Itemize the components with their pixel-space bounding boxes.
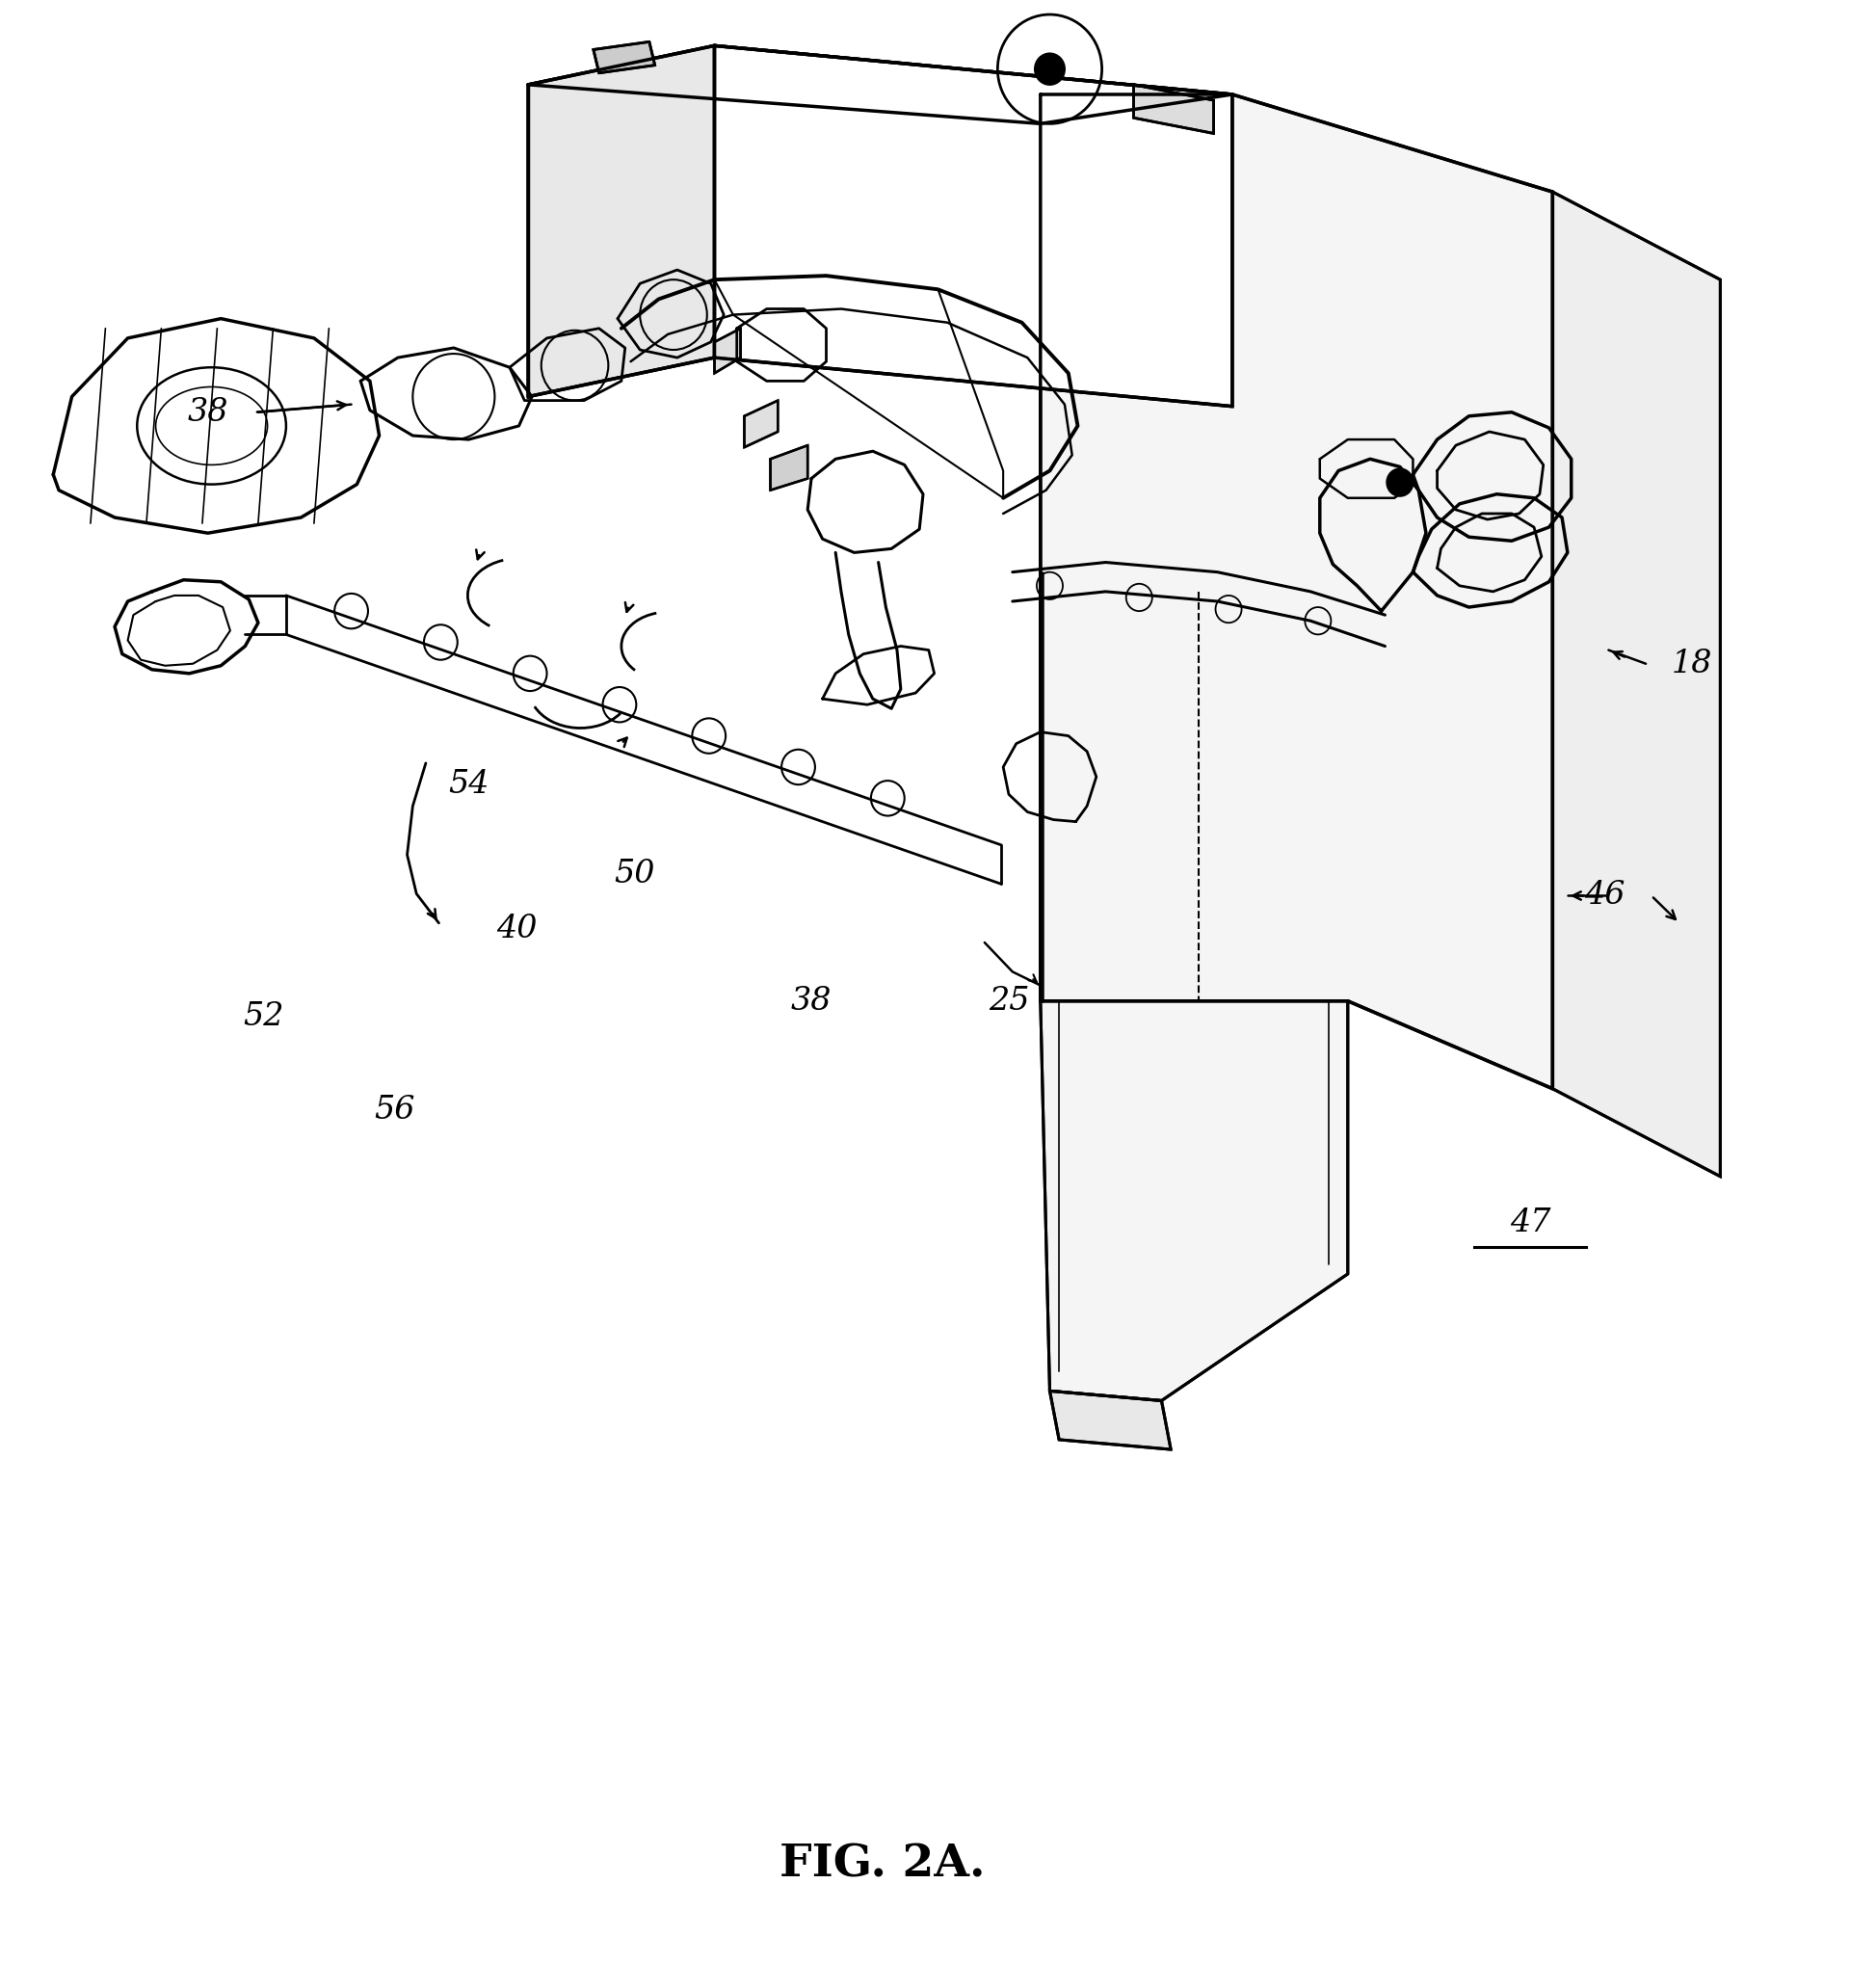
Polygon shape	[1133, 84, 1214, 133]
Polygon shape	[593, 41, 655, 73]
Text: 25: 25	[989, 985, 1030, 1017]
Text: 18: 18	[1672, 648, 1713, 679]
Text: 38: 38	[188, 397, 229, 428]
Circle shape	[1036, 53, 1066, 84]
Polygon shape	[715, 45, 1233, 406]
Text: 56: 56	[373, 1095, 415, 1125]
Polygon shape	[529, 45, 715, 397]
Text: 52: 52	[244, 1001, 283, 1033]
Polygon shape	[1051, 1392, 1171, 1449]
Text: 50: 50	[613, 860, 655, 889]
Text: 46: 46	[1585, 879, 1625, 911]
Polygon shape	[771, 446, 807, 491]
Polygon shape	[1553, 192, 1720, 1176]
Text: FIG. 2A.: FIG. 2A.	[779, 1843, 985, 1886]
Circle shape	[1386, 469, 1413, 497]
Text: 40: 40	[497, 913, 538, 944]
Polygon shape	[745, 400, 779, 448]
Polygon shape	[529, 45, 1233, 124]
Polygon shape	[715, 328, 741, 373]
Polygon shape	[1041, 94, 1553, 1089]
Polygon shape	[1041, 1001, 1347, 1402]
Text: 38: 38	[792, 985, 831, 1017]
Text: 54: 54	[448, 769, 490, 801]
Text: 47: 47	[1510, 1207, 1551, 1239]
